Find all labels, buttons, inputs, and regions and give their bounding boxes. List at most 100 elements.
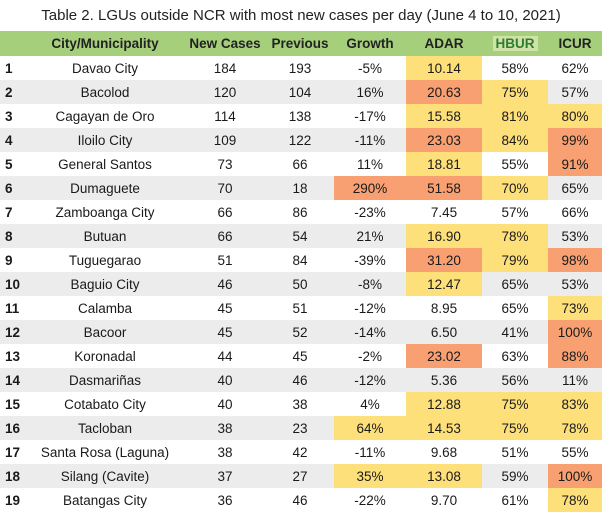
new-cases-cell: 45 bbox=[217, 300, 233, 316]
adar-cell: 16.90 bbox=[406, 224, 482, 248]
hbur-cell: 61% bbox=[501, 492, 529, 508]
icur-cell: 100% bbox=[548, 320, 602, 344]
table-row: 9 Tuguegarao 51 84 -39% 31.20 79% 98% bbox=[0, 248, 602, 272]
icur-cell: 53% bbox=[548, 272, 602, 296]
new-cases-cell: 66 bbox=[217, 228, 233, 244]
city-cell: Dasmariñas bbox=[68, 372, 142, 388]
city-cell: Dumaguete bbox=[70, 180, 140, 196]
growth-cell: -2% bbox=[357, 348, 382, 364]
row-index: 3 bbox=[5, 108, 13, 124]
previous-cell: 42 bbox=[292, 444, 308, 460]
row-index: 10 bbox=[5, 276, 21, 292]
previous-cell: 18 bbox=[292, 180, 308, 196]
icur-cell: 88% bbox=[548, 344, 602, 368]
table-body: 1 Davao City 184 193 -5% 10.14 58% 62% 2 Bacolod 1… bbox=[0, 56, 602, 512]
new-cases-cell: 36 bbox=[217, 492, 233, 508]
growth-cell: -17% bbox=[354, 108, 386, 124]
growth-cell: 16% bbox=[356, 84, 384, 100]
previous-cell: 86 bbox=[292, 204, 308, 220]
growth-cell: -11% bbox=[354, 132, 386, 148]
table-row: 17 Santa Rosa (Laguna) 38 42 -11% 9.68 51% 55% bbox=[0, 440, 602, 464]
header-growth: Growth bbox=[346, 36, 394, 51]
table-row: 10 Baguio City 46 50 -8% 12.47 65% 53% bbox=[0, 272, 602, 296]
table-title: Table 2. LGUs outside NCR with most new … bbox=[41, 7, 561, 24]
previous-cell: 38 bbox=[292, 396, 308, 412]
icur-cell: 73% bbox=[548, 296, 602, 320]
hbur-cell: 75% bbox=[482, 80, 548, 104]
table-row: 6 Dumaguete 70 18 290% 51.58 70% 65% bbox=[0, 176, 602, 200]
icur-cell: 80% bbox=[548, 104, 602, 128]
adar-cell: 6.50 bbox=[430, 324, 458, 340]
new-cases-cell: 184 bbox=[213, 60, 237, 76]
previous-cell: 51 bbox=[292, 300, 308, 316]
new-cases-cell: 114 bbox=[214, 108, 236, 124]
city-cell: Cagayan de Oro bbox=[55, 108, 155, 124]
growth-cell: 21% bbox=[356, 228, 384, 244]
row-index: 15 bbox=[5, 396, 21, 412]
adar-cell: 13.08 bbox=[406, 464, 482, 488]
hbur-cell: 78% bbox=[482, 224, 548, 248]
adar-cell: 15.58 bbox=[406, 104, 482, 128]
previous-cell: 46 bbox=[292, 372, 308, 388]
hbur-cell: 41% bbox=[501, 324, 529, 340]
new-cases-cell: 73 bbox=[217, 156, 233, 172]
previous-cell: 54 bbox=[292, 228, 308, 244]
growth-cell: -14% bbox=[354, 324, 386, 340]
icur-cell: 66% bbox=[548, 200, 602, 224]
table-row: 12 Bacoor 45 52 -14% 6.50 41% 100% bbox=[0, 320, 602, 344]
table-row: 18 Silang (Cavite) 37 27 35% 13.08 59% 100% bbox=[0, 464, 602, 488]
new-cases-cell: 120 bbox=[213, 84, 237, 100]
icur-cell: 83% bbox=[548, 392, 602, 416]
new-cases-cell: 109 bbox=[213, 132, 237, 148]
row-index: 16 bbox=[5, 420, 21, 436]
new-cases-cell: 37 bbox=[217, 468, 233, 484]
row-index: 17 bbox=[5, 444, 21, 460]
adar-cell: 9.68 bbox=[430, 444, 458, 460]
new-cases-cell: 51 bbox=[217, 252, 233, 268]
previous-cell: 46 bbox=[292, 492, 308, 508]
icur-cell: 100% bbox=[548, 464, 602, 488]
growth-cell: -12% bbox=[354, 372, 386, 388]
adar-cell: 23.03 bbox=[406, 128, 482, 152]
icur-cell: 55% bbox=[548, 440, 602, 464]
growth-cell: 64% bbox=[334, 416, 406, 440]
growth-cell: 35% bbox=[334, 464, 406, 488]
new-cases-cell: 38 bbox=[217, 444, 233, 460]
new-cases-cell: 40 bbox=[217, 372, 233, 388]
table-row: 4 Iloilo City 109 122 -11% 23.03 84% 99% bbox=[0, 128, 602, 152]
adar-cell: 14.53 bbox=[406, 416, 482, 440]
growth-cell: 11% bbox=[356, 156, 384, 172]
previous-cell: 50 bbox=[292, 276, 308, 292]
adar-cell: 12.47 bbox=[406, 272, 482, 296]
icur-cell: 57% bbox=[548, 80, 602, 104]
hbur-cell: 51% bbox=[501, 444, 529, 460]
growth-cell: -23% bbox=[354, 204, 386, 220]
table-row: 14 Dasmariñas 40 46 -12% 5.36 56% 11% bbox=[0, 368, 602, 392]
table-row: 2 Bacolod 120 104 16% 20.63 75% 57% bbox=[0, 80, 602, 104]
row-index: 6 bbox=[5, 180, 13, 196]
new-cases-cell: 66 bbox=[217, 204, 233, 220]
previous-cell: 45 bbox=[292, 348, 308, 364]
city-cell: Bacoor bbox=[83, 324, 127, 340]
previous-cell: 27 bbox=[292, 468, 308, 484]
icur-cell: 98% bbox=[548, 248, 602, 272]
row-index: 8 bbox=[5, 228, 13, 244]
growth-cell: 4% bbox=[360, 396, 380, 412]
previous-cell: 104 bbox=[288, 84, 312, 100]
lgu-cases-table: City/Municipality New Cases Previous Gro… bbox=[0, 31, 602, 512]
icur-cell: 99% bbox=[548, 128, 602, 152]
previous-cell: 138 bbox=[288, 108, 312, 124]
header-adar: ADAR bbox=[424, 36, 464, 51]
adar-cell: 8.95 bbox=[430, 300, 458, 316]
table-row: 5 General Santos 73 66 11% 18.81 55% 91% bbox=[0, 152, 602, 176]
icur-cell: 11% bbox=[548, 368, 602, 392]
header-hbur: HBUR bbox=[482, 31, 548, 56]
new-cases-cell: 46 bbox=[217, 276, 233, 292]
row-index: 12 bbox=[5, 324, 21, 340]
header-city: City/Municipality bbox=[51, 36, 159, 51]
header-hbur-label: HBUR bbox=[492, 36, 538, 51]
icur-cell: 62% bbox=[548, 56, 602, 80]
header-previous: Previous bbox=[271, 36, 329, 51]
adar-cell: 23.02 bbox=[406, 344, 482, 368]
growth-cell: -5% bbox=[357, 60, 382, 76]
